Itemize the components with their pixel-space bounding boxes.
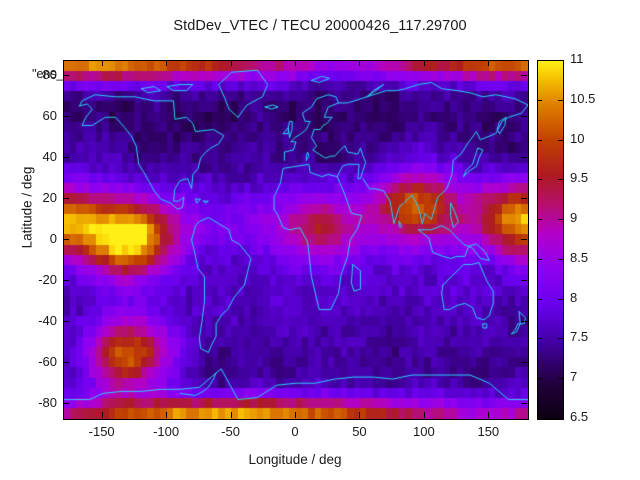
colorbar-tick-mark — [537, 258, 542, 260]
colorbar-gradient — [538, 61, 563, 419]
y-tick-mark — [521, 198, 527, 200]
x-tick-mark — [101, 412, 103, 418]
colorbar — [537, 60, 564, 420]
colorbar-tick-label: 10.5 — [570, 90, 596, 106]
x-tick-mark — [359, 412, 361, 418]
y-tick-mark — [63, 239, 69, 240]
y-tick-label: 60 — [0, 108, 57, 124]
y-tick-label-text: -60 — [38, 353, 57, 369]
x-tick-mark — [488, 412, 490, 418]
y-tick-mark — [521, 116, 527, 118]
colorbar-tick-mark — [558, 139, 563, 141]
x-tick-label: 50 — [352, 424, 367, 439]
colorbar-tick-mark — [537, 338, 542, 340]
x-tick-label: 0 — [291, 424, 299, 439]
colorbar-tick-label: 6.5 — [570, 409, 589, 424]
y-tick-label-text: 0 — [49, 231, 57, 246]
colorbar-tick-label: 7.5 — [570, 329, 589, 345]
x-tick-mark — [423, 60, 425, 66]
x-tick-mark — [230, 60, 232, 66]
y-tick-mark — [521, 402, 527, 404]
x-tick-mark — [488, 60, 490, 66]
colorbar-tick-mark — [558, 179, 563, 181]
y-tick-label-text: 60 — [42, 108, 57, 124]
y-tick-mark — [63, 402, 69, 404]
colorbar-tick-mark — [558, 298, 563, 300]
y-tick-label-text: 20 — [42, 190, 57, 206]
x-tick-label: -100 — [153, 424, 180, 439]
colorbar-tick-label: 8 — [570, 289, 578, 305]
colorbar-tick-mark — [537, 298, 542, 300]
y-tick-mark — [63, 198, 69, 200]
colorbar-tick-mark — [558, 338, 563, 340]
colorbar-tick-mark — [558, 99, 563, 101]
colorbar-tick-mark — [537, 378, 542, 380]
y-tick-mark — [63, 320, 69, 322]
x-tick-mark — [423, 412, 425, 418]
y-tick-label: 20 — [0, 190, 57, 206]
y-tick-mark — [63, 75, 69, 77]
y-tick-mark — [63, 157, 69, 159]
x-tick-mark — [359, 60, 361, 66]
y-tick-label: -40 — [0, 313, 57, 329]
y-tick-label-text: -40 — [38, 312, 57, 328]
x-tick-mark — [166, 60, 168, 66]
x-tick-mark — [295, 60, 296, 66]
y-tick-label-text: -80 — [38, 394, 57, 410]
x-tick-label: -50 — [221, 424, 240, 439]
y-tick-mark — [63, 116, 69, 118]
colorbar-tick-label: 11 — [570, 51, 584, 66]
page-title: StdDev_VTEC / TECU 20000426_117.29700 — [173, 18, 467, 34]
colorbar-tick-mark — [537, 219, 542, 221]
y-tick-mark — [521, 157, 527, 159]
colorbar-tick-label: 8.5 — [570, 249, 589, 265]
x-tick-label: 150 — [477, 424, 500, 439]
y-tick-mark — [521, 239, 527, 240]
plot-area — [63, 60, 529, 420]
y-tick-label: -80 — [0, 395, 57, 411]
colorbar-tick-mark — [558, 378, 563, 380]
colorbar-tick-label: 9.5 — [570, 170, 589, 186]
y-tick-label-text: 80 — [42, 67, 57, 83]
y-tick-label-text: 40 — [42, 149, 57, 165]
colorbar-tick-mark — [537, 179, 542, 181]
x-tick-mark — [295, 412, 296, 418]
y-tick-mark — [63, 279, 69, 281]
x-axis-title: Longitude / deg — [248, 452, 342, 467]
y-tick-label: 40 — [0, 149, 57, 165]
y-tick-mark — [63, 361, 69, 363]
heatmap-canvas — [64, 61, 528, 419]
y-tick-label: -60 — [0, 354, 57, 370]
y-tick-label: -20 — [0, 272, 57, 288]
y-tick-label: 80 — [0, 67, 57, 83]
stray-text-artifact: "ens_ — [32, 66, 64, 82]
x-tick-mark — [101, 60, 103, 66]
x-tick-mark — [230, 412, 232, 418]
colorbar-tick-mark — [537, 99, 542, 101]
colorbar-tick-mark — [558, 258, 563, 260]
y-tick-label: 0 — [0, 231, 57, 247]
colorbar-tick-label: 7 — [570, 369, 578, 385]
colorbar-tick-mark — [558, 219, 563, 221]
x-tick-mark — [166, 412, 168, 418]
y-tick-mark — [521, 320, 527, 322]
colorbar-tick-label: 10 — [570, 130, 585, 146]
colorbar-tick-label: 9 — [570, 210, 578, 226]
y-tick-mark — [521, 361, 527, 363]
x-tick-label: -150 — [88, 424, 115, 439]
colorbar-tick-mark — [537, 139, 542, 141]
y-tick-mark — [521, 75, 527, 77]
x-tick-label: 100 — [413, 424, 435, 439]
y-tick-label-text: -20 — [38, 271, 57, 287]
y-axis-title: Latitude / deg — [19, 166, 35, 249]
y-tick-mark — [521, 279, 527, 281]
